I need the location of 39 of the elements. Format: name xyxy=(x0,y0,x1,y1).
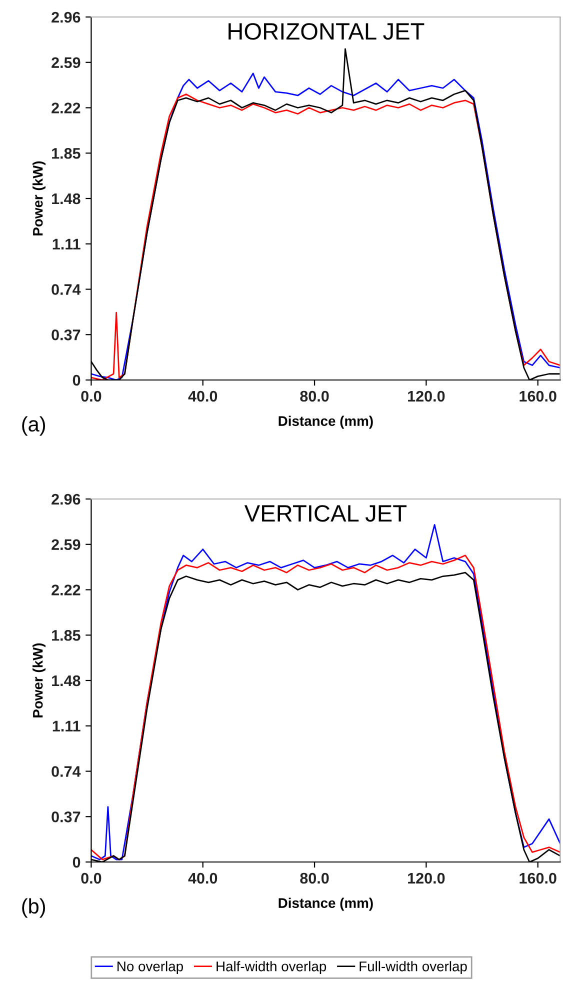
chart-title: VERTICAL JET xyxy=(244,505,407,522)
y-tick-label: 2.22 xyxy=(52,102,80,114)
y-tick-label: 0 xyxy=(72,856,80,868)
x-axis-title: Distance (mm) xyxy=(278,416,373,429)
y-tick-label: 0.37 xyxy=(52,811,80,822)
x-tick-label: 120.0 xyxy=(408,390,445,402)
y-tick-label: 2.96 xyxy=(52,12,80,23)
y-tick-label: 0.74 xyxy=(52,284,81,295)
x-tick-label: 0.0 xyxy=(81,872,102,884)
y-tick-label: 2.22 xyxy=(52,584,80,596)
chart-title: HORIZONTAL JET xyxy=(228,23,424,40)
legend-label: No overlap xyxy=(118,961,183,974)
y-tick-label: 1.48 xyxy=(52,193,80,204)
y-axis-title: Power (kW) xyxy=(32,161,46,236)
y-axis-title: Power (kW) xyxy=(32,643,46,718)
x-tick-label: 160.0 xyxy=(520,390,556,402)
x-tick-label: 40.0 xyxy=(188,872,218,884)
y-tick-label: 0.74 xyxy=(52,766,81,777)
x-tick-label: 80.0 xyxy=(300,872,329,884)
text: (b) xyxy=(22,898,46,918)
y-tick-label: 0.37 xyxy=(52,329,80,340)
y-tick-label: 2.59 xyxy=(52,539,80,550)
legend-label: Full-width overlap xyxy=(360,961,467,974)
y-tick-label: 1.85 xyxy=(52,148,80,159)
y-tick-label: 0 xyxy=(72,374,80,386)
y-tick-label: 1.85 xyxy=(52,630,80,641)
y-tick-label: 2.59 xyxy=(52,57,80,68)
x-tick-label: 0.0 xyxy=(81,390,102,402)
y-tick-label: 1.11 xyxy=(52,238,80,250)
y-tick-label: 1.48 xyxy=(52,675,80,686)
x-tick-label: 80.0 xyxy=(300,390,329,402)
x-tick-label: 40.0 xyxy=(188,390,218,402)
x-tick-label: 160.0 xyxy=(520,872,556,884)
legend-label: Half-width overlap xyxy=(216,961,326,974)
text: (a) xyxy=(22,416,46,436)
x-axis-title: Distance (mm) xyxy=(278,898,373,911)
y-tick-label: 2.96 xyxy=(52,494,80,505)
y-tick-label: 1.11 xyxy=(52,720,80,732)
x-tick-label: 120.0 xyxy=(408,872,445,884)
